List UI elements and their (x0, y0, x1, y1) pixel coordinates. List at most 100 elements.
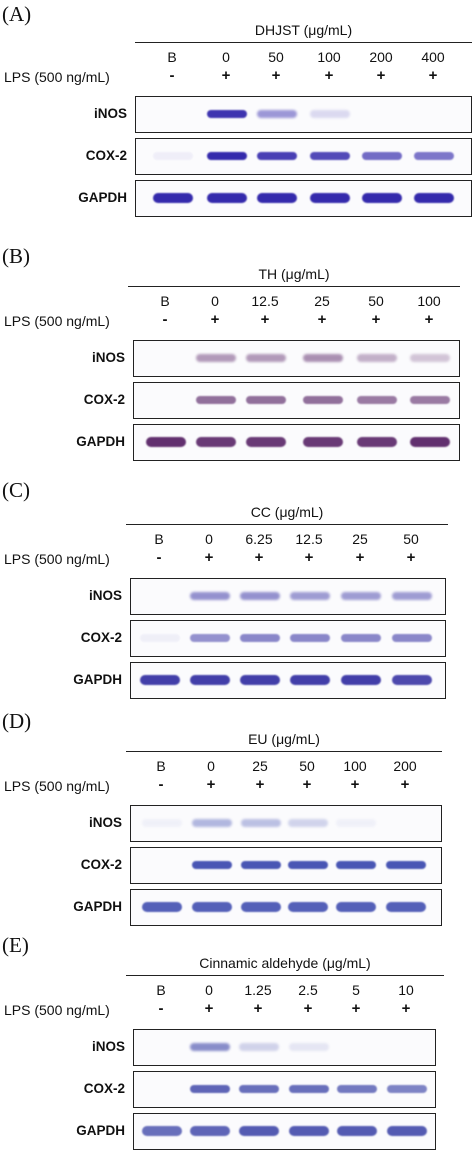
lps-sign: + (221, 67, 231, 84)
lps-sign: + (376, 67, 386, 84)
lane-label: 200 (393, 758, 417, 774)
lps-sign: - (158, 776, 164, 793)
band (392, 634, 432, 642)
band (336, 861, 376, 869)
lps-sign: + (350, 776, 360, 793)
band (239, 1085, 279, 1093)
row-label-cox-2: COX-2 (85, 148, 127, 163)
row-label-gapdh: GAPDH (73, 672, 122, 687)
lane-label: B (167, 49, 177, 65)
band (192, 861, 232, 869)
blot-gapdh (133, 424, 460, 461)
lps-sign: + (303, 1000, 313, 1017)
lps-sign: + (210, 311, 220, 328)
lps-label: LPS (500 ng/mL) (4, 69, 110, 85)
treatment-underline (135, 42, 472, 43)
blot-cox-2 (130, 620, 446, 657)
band (257, 152, 297, 160)
row-label-inos: iNOS (88, 815, 122, 830)
lane-label: 25 (252, 758, 268, 774)
lane-label: 6.25 (245, 531, 273, 547)
lane-label: 50 (268, 49, 284, 65)
band (207, 110, 247, 118)
lps-label: LPS (500 ng/mL) (4, 778, 110, 794)
band (142, 819, 182, 827)
lps-sign: + (355, 549, 365, 566)
band (303, 437, 343, 447)
lps-label: LPS (500 ng/mL) (4, 551, 110, 567)
lps-label: LPS (500 ng/mL) (4, 313, 110, 329)
band (357, 437, 397, 447)
lane-label: 400 (421, 49, 445, 65)
lps-sign: + (351, 1000, 361, 1017)
band (241, 902, 281, 912)
band (386, 861, 426, 869)
band (190, 1085, 230, 1093)
band (341, 634, 381, 642)
band (303, 354, 343, 362)
band (392, 675, 432, 685)
lane-label: 12.5 (251, 293, 279, 309)
band (153, 193, 193, 203)
row-label-cox-2: COX-2 (83, 392, 125, 407)
lane-label: 200 (369, 49, 393, 65)
treatment-label: DHJST (μg/mL) (254, 22, 353, 38)
row-label-inos: iNOS (88, 588, 122, 603)
band (240, 675, 280, 685)
row-label-cox-2: COX-2 (80, 630, 122, 645)
band (290, 592, 330, 600)
panel-c: (C) CC (μg/mL) B - 0 +6.25 +12.5 +25 +50 + LPS (50… (0, 474, 474, 704)
lps-sign: + (400, 776, 410, 793)
blot-gapdh (133, 1113, 436, 1150)
treatment-underline (126, 524, 448, 525)
band (190, 634, 230, 642)
band (341, 675, 381, 685)
lane-label: B (154, 531, 164, 547)
band (336, 902, 376, 912)
lane-label: 0 (205, 982, 213, 998)
band (257, 193, 297, 203)
band (392, 592, 432, 600)
panel-a: (A) DHJST (μg/mL) B - 0 +50 +100 +200 +400 + LPS (… (0, 0, 474, 230)
row-label-gapdh: GAPDH (78, 190, 127, 205)
lps-sign: + (304, 549, 314, 566)
band (192, 819, 232, 827)
lps-sign: + (254, 549, 264, 566)
panel-e: (E) Cinnamic aldehyde (μg/mL) B - 0 +1.25 +2.5… (0, 929, 474, 1150)
band (410, 354, 450, 362)
lane-label: 0 (207, 758, 215, 774)
band (240, 634, 280, 642)
band (257, 110, 297, 118)
row-label-cox-2: COX-2 (80, 857, 122, 872)
blot-cox-2 (133, 382, 460, 419)
panel-label: (D) (2, 709, 32, 733)
lane-label: 100 (417, 293, 441, 309)
lps-sign: - (169, 67, 175, 84)
lane-label: B (156, 982, 166, 998)
band (192, 902, 232, 912)
lps-sign: - (156, 549, 162, 566)
treatment-label: EU (μg/mL) (248, 731, 320, 747)
lps-sign: + (324, 67, 334, 84)
band (239, 1043, 279, 1051)
row-label-cox-2: COX-2 (83, 1081, 125, 1096)
lps-sign: + (204, 549, 214, 566)
blot-cox-2 (130, 847, 442, 884)
band (241, 861, 281, 869)
band (196, 396, 236, 404)
lane-label: 50 (403, 531, 419, 547)
band (290, 675, 330, 685)
band (142, 1126, 182, 1136)
panel-d: (D) EU (μg/mL) B - 0 +25 +50 +100 +200 + LPS (500 … (0, 705, 474, 935)
band (337, 1085, 377, 1093)
lane-label: 12.5 (295, 531, 323, 547)
panel-b: (B) TH (μg/mL) B - 0 +12.5 +25 +50 +100 + LPS (500… (0, 240, 474, 470)
lps-sign: + (271, 67, 281, 84)
lane-label: B (160, 293, 170, 309)
band (414, 193, 454, 203)
lane-label: 50 (299, 758, 315, 774)
band (414, 152, 454, 160)
band (410, 396, 450, 404)
band (337, 1126, 377, 1136)
blot-gapdh (135, 180, 472, 217)
